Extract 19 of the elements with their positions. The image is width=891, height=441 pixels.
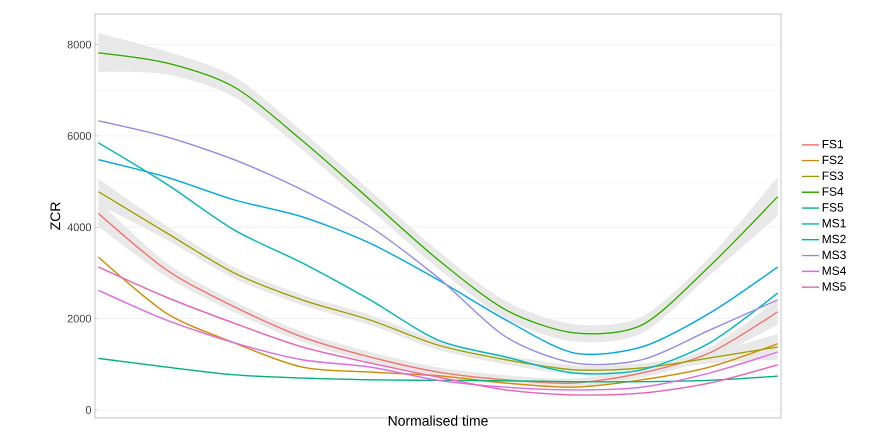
legend-label: FS4 xyxy=(822,187,844,196)
legend-label: FS2 xyxy=(822,156,844,164)
legend-label: MS2 xyxy=(822,234,846,244)
line-series xyxy=(98,358,778,382)
y-tick-label: 8000 xyxy=(68,40,92,48)
y-tick-label: 4000 xyxy=(67,223,92,232)
legend-label: MS3 xyxy=(822,250,846,260)
legend-label: FS5 xyxy=(822,203,844,212)
legend-label: MS5 xyxy=(822,282,846,291)
legend-label: FS3 xyxy=(822,172,844,180)
legend-label: FS1 xyxy=(822,140,844,148)
legend-label: MS1 xyxy=(822,218,846,228)
y-tick-label: 2000 xyxy=(68,314,92,323)
y-tick-label: 0 xyxy=(86,406,92,414)
legend-label: MS4 xyxy=(822,266,846,275)
y-tick-label: 6000 xyxy=(68,132,92,140)
y-axis-title: ZCR xyxy=(50,202,60,230)
line-series xyxy=(98,290,778,391)
x-axis-title: Normalised time xyxy=(388,416,488,426)
